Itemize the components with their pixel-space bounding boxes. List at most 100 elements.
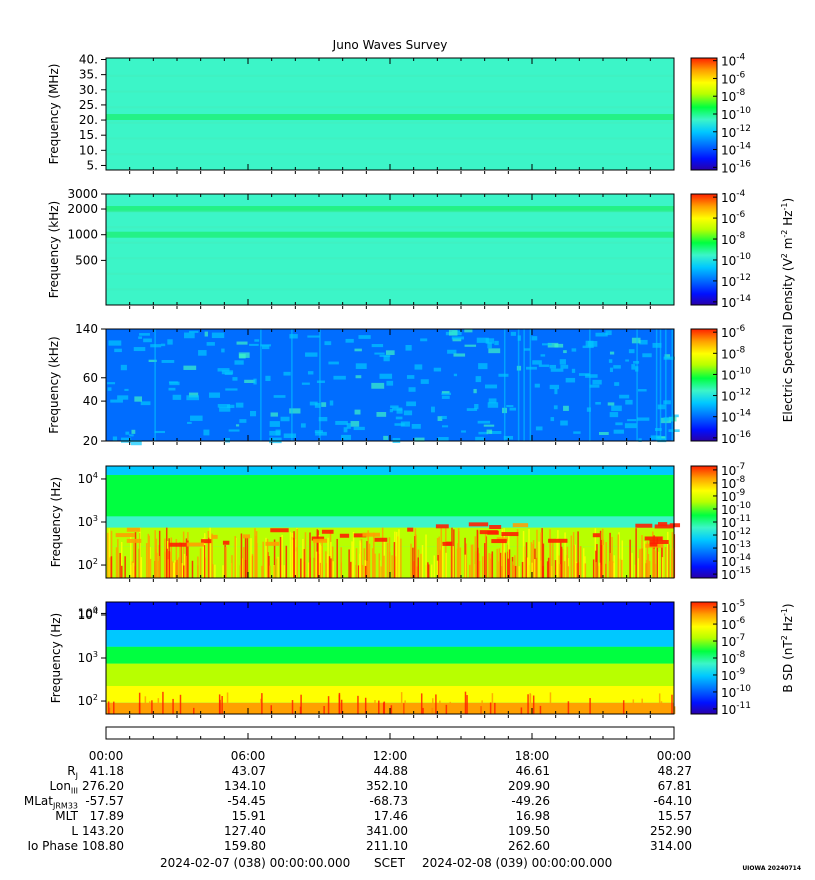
burst-streak — [124, 556, 126, 578]
emission-patch — [329, 400, 334, 406]
burst-streak — [529, 693, 531, 714]
burst-streak — [181, 563, 184, 578]
burst-streak — [309, 532, 311, 578]
burst-streak — [516, 529, 519, 578]
emission-patch — [525, 366, 537, 370]
burst-streak — [468, 564, 471, 578]
emission-patch — [239, 419, 247, 423]
burst-streak — [327, 696, 330, 714]
emission-patch — [441, 391, 450, 394]
spectrogram-4 — [106, 466, 681, 578]
burst-streak — [489, 558, 492, 578]
burst-streak — [191, 560, 194, 578]
burst-streak — [435, 694, 437, 714]
hot-patch — [489, 525, 502, 530]
emission-patch — [411, 423, 421, 429]
footer-end-time: 2024-02-08 (039) 00:00:00.000 — [422, 856, 613, 870]
burst-streak — [325, 551, 327, 578]
burst-streak — [371, 548, 374, 578]
burst-streak — [382, 702, 385, 714]
burst-streak — [542, 543, 545, 578]
burst-streak — [167, 559, 169, 578]
burst-streak — [514, 565, 517, 578]
burst-streak — [416, 566, 418, 578]
emission-patch — [167, 339, 173, 345]
burst-streak — [643, 541, 646, 578]
burst-streak — [618, 532, 620, 578]
burst-streak — [107, 701, 110, 714]
burst-streak — [391, 555, 393, 578]
burst-streak — [202, 537, 205, 578]
burst-streak — [149, 701, 151, 714]
vertical-streak — [517, 329, 520, 441]
hot-patch — [374, 537, 388, 542]
emission-patch — [355, 363, 367, 369]
emission-patch — [595, 401, 601, 405]
burst-streak — [498, 548, 501, 578]
burst-streak — [637, 558, 640, 578]
burst-streak — [311, 706, 313, 714]
emission-patch — [120, 364, 127, 371]
emission-patch — [474, 404, 479, 410]
burst-streak — [398, 529, 400, 578]
emission-patch — [270, 412, 278, 417]
burst-streak — [381, 527, 384, 578]
burst-streak — [139, 527, 141, 578]
emission-patch — [559, 359, 566, 365]
emission-patch — [589, 384, 600, 388]
emission-patch — [396, 408, 403, 414]
burst-streak — [503, 549, 505, 578]
emission-patch — [624, 423, 637, 429]
hot-patch — [644, 536, 663, 541]
emission-patch — [477, 420, 491, 424]
ephemeris-row-label: LonIII — [49, 779, 79, 796]
emission-patch — [112, 436, 118, 442]
burst-streak — [378, 700, 380, 714]
burst-streak — [438, 536, 440, 578]
y-tick-label: 25. — [79, 98, 98, 112]
emission-patch — [235, 402, 244, 408]
emission-patch — [563, 350, 567, 354]
burst-streak — [273, 565, 275, 578]
burst-streak — [119, 552, 121, 578]
ephemeris-value: 262.60 — [508, 839, 550, 853]
time-tick-label: 00:00 — [657, 749, 692, 763]
burst-streak — [561, 548, 564, 578]
burst-streak — [427, 564, 430, 578]
emission-patch — [611, 405, 622, 412]
burst-streak — [672, 548, 675, 578]
emission-patch — [138, 336, 142, 339]
burst-streak — [255, 531, 258, 578]
burst-streak — [499, 552, 502, 578]
hot-patch — [362, 532, 380, 537]
burst-streak — [110, 530, 113, 578]
burst-streak — [158, 555, 161, 578]
emission-patch — [309, 401, 318, 406]
burst-streak — [352, 531, 355, 578]
emission-patch — [487, 342, 492, 349]
burst-streak — [364, 697, 367, 714]
intensity-layer — [106, 646, 674, 664]
spectrogram-3 — [106, 329, 680, 446]
burst-streak — [508, 533, 510, 578]
burst-streak — [304, 532, 307, 578]
emission-patch — [371, 382, 385, 389]
burst-streak — [147, 533, 150, 578]
burst-streak — [587, 706, 589, 714]
emission-patch — [531, 336, 538, 341]
y-axis-label: Frequency (kHz) — [47, 201, 61, 298]
burst-streak — [453, 704, 455, 714]
emission-patch — [355, 375, 362, 379]
burst-streak — [221, 695, 223, 714]
emission-patch — [395, 416, 403, 420]
emission-patch — [139, 333, 150, 336]
hot-patch — [654, 524, 674, 529]
burst-streak — [273, 539, 276, 578]
emission-patch — [571, 368, 576, 373]
burst-streak — [359, 553, 361, 578]
emission-patch — [235, 424, 240, 427]
emission-patch — [133, 347, 146, 352]
emission-patch — [433, 367, 442, 372]
burst-streak — [239, 565, 242, 578]
burst-streak — [244, 559, 247, 578]
